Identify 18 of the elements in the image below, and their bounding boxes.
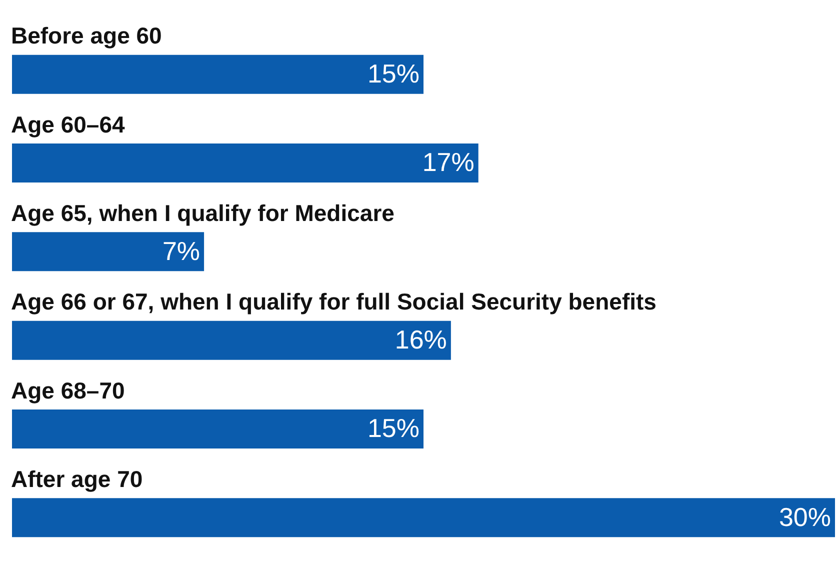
y-tick-label: Age 66 or 67, when I qualify for full Social Security benefits <box>11 288 656 315</box>
y-tick-label: Age 65, when I qualify for Medicare <box>11 200 394 226</box>
bar <box>12 409 424 449</box>
bar <box>12 320 451 360</box>
bar <box>12 498 835 538</box>
data-label: 30% <box>778 502 831 532</box>
data-label: 15% <box>367 413 420 444</box>
y-tick-label: Age 60–64 <box>11 111 126 138</box>
bar <box>12 54 424 94</box>
y-tick-label: Age 68–70 <box>11 377 125 404</box>
y-tick-label: After age 70 <box>11 466 143 492</box>
bar <box>12 143 478 183</box>
bar <box>12 232 204 272</box>
data-label: 7% <box>162 236 200 266</box>
y-tick-label: Before age 60 <box>11 22 162 49</box>
data-label: 17% <box>422 147 474 178</box>
data-label: 15% <box>367 58 420 89</box>
data-label: 16% <box>394 324 447 355</box>
